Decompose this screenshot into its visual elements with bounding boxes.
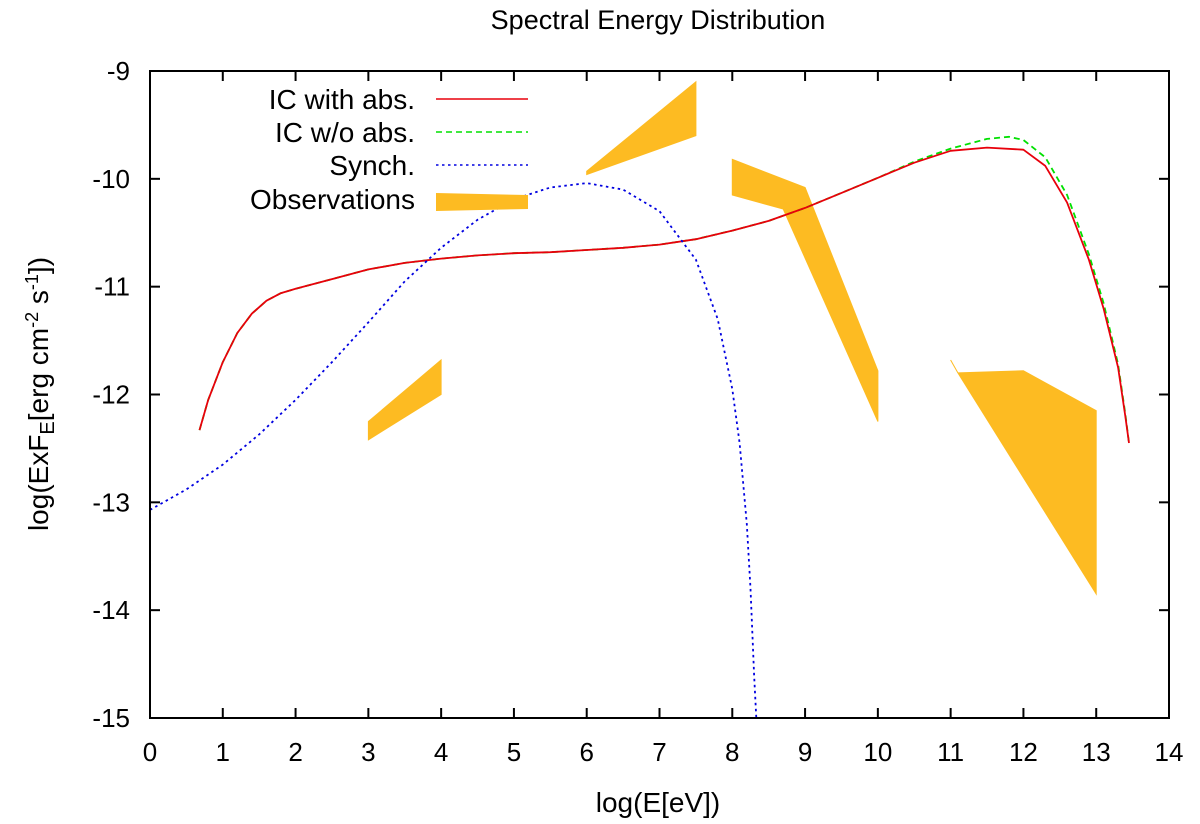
x-tick-label: 12 <box>1009 737 1038 767</box>
observation-region <box>950 359 1097 596</box>
legend-label-ic-wo-abs: IC w/o abs. <box>275 117 415 148</box>
x-tick-label: 1 <box>216 737 230 767</box>
y-label-mid2: s <box>23 290 54 312</box>
y-label-sup2: -1 <box>22 274 42 290</box>
y-tick-label: -13 <box>92 487 130 517</box>
legend-label-ic-with-abs: IC with abs. <box>269 84 415 115</box>
y-tick-label: -10 <box>92 164 130 194</box>
observation-region <box>367 358 442 441</box>
chart-title: Spectral Energy Distribution <box>491 5 826 35</box>
y-label-suffix: ]) <box>23 257 54 274</box>
x-tick-label: 3 <box>361 737 375 767</box>
legend: IC with abs. IC w/o abs. Synch. Observat… <box>250 84 528 215</box>
y-tick-label: -12 <box>92 380 130 410</box>
x-tick-label: 13 <box>1082 737 1111 767</box>
legend-label-synch: Synch. <box>329 150 415 181</box>
legend-swatch-observations <box>436 193 528 211</box>
observation-regions <box>367 80 1097 596</box>
x-tick-label: 4 <box>434 737 448 767</box>
x-tick-label: 2 <box>288 737 302 767</box>
y-label-prefix: log(ExF <box>23 435 54 531</box>
axis-ticks: 0 1 2 3 4 5 6 7 8 9 10 11 12 13 14-15-14-13-12-11-10-9 <box>92 56 1183 767</box>
x-tick-label: 14 <box>1155 737 1184 767</box>
observation-region <box>731 158 879 422</box>
y-tick-label: -14 <box>92 595 130 625</box>
x-tick-label: 11 <box>937 737 964 767</box>
y-tick-label: -9 <box>107 56 130 86</box>
x-tick-label: 10 <box>863 737 892 767</box>
y-label-mid1: [erg cm <box>23 328 54 421</box>
legend-label-observations: Observations <box>250 184 415 215</box>
y-axis-label: log(ExFE[erg cm-2 s-1]) <box>22 257 59 531</box>
y-tick-label: -15 <box>92 703 130 733</box>
x-tick-label: 6 <box>579 737 593 767</box>
x-axis-label: log(E[eV]) <box>596 787 721 818</box>
x-tick-label: 7 <box>652 737 666 767</box>
x-tick-label: 5 <box>507 737 521 767</box>
series-line-ic-with-abs <box>198 146 1130 444</box>
x-tick-label: 8 <box>725 737 739 767</box>
series-line-synch <box>149 182 758 719</box>
y-label-sup1: -2 <box>22 312 42 328</box>
y-tick-label: -11 <box>94 272 130 302</box>
series-lines <box>149 135 1130 719</box>
observation-region <box>586 80 697 176</box>
y-label-sub: E <box>37 421 59 434</box>
x-tick-label: 9 <box>798 737 812 767</box>
x-tick-label: 0 <box>143 737 157 767</box>
